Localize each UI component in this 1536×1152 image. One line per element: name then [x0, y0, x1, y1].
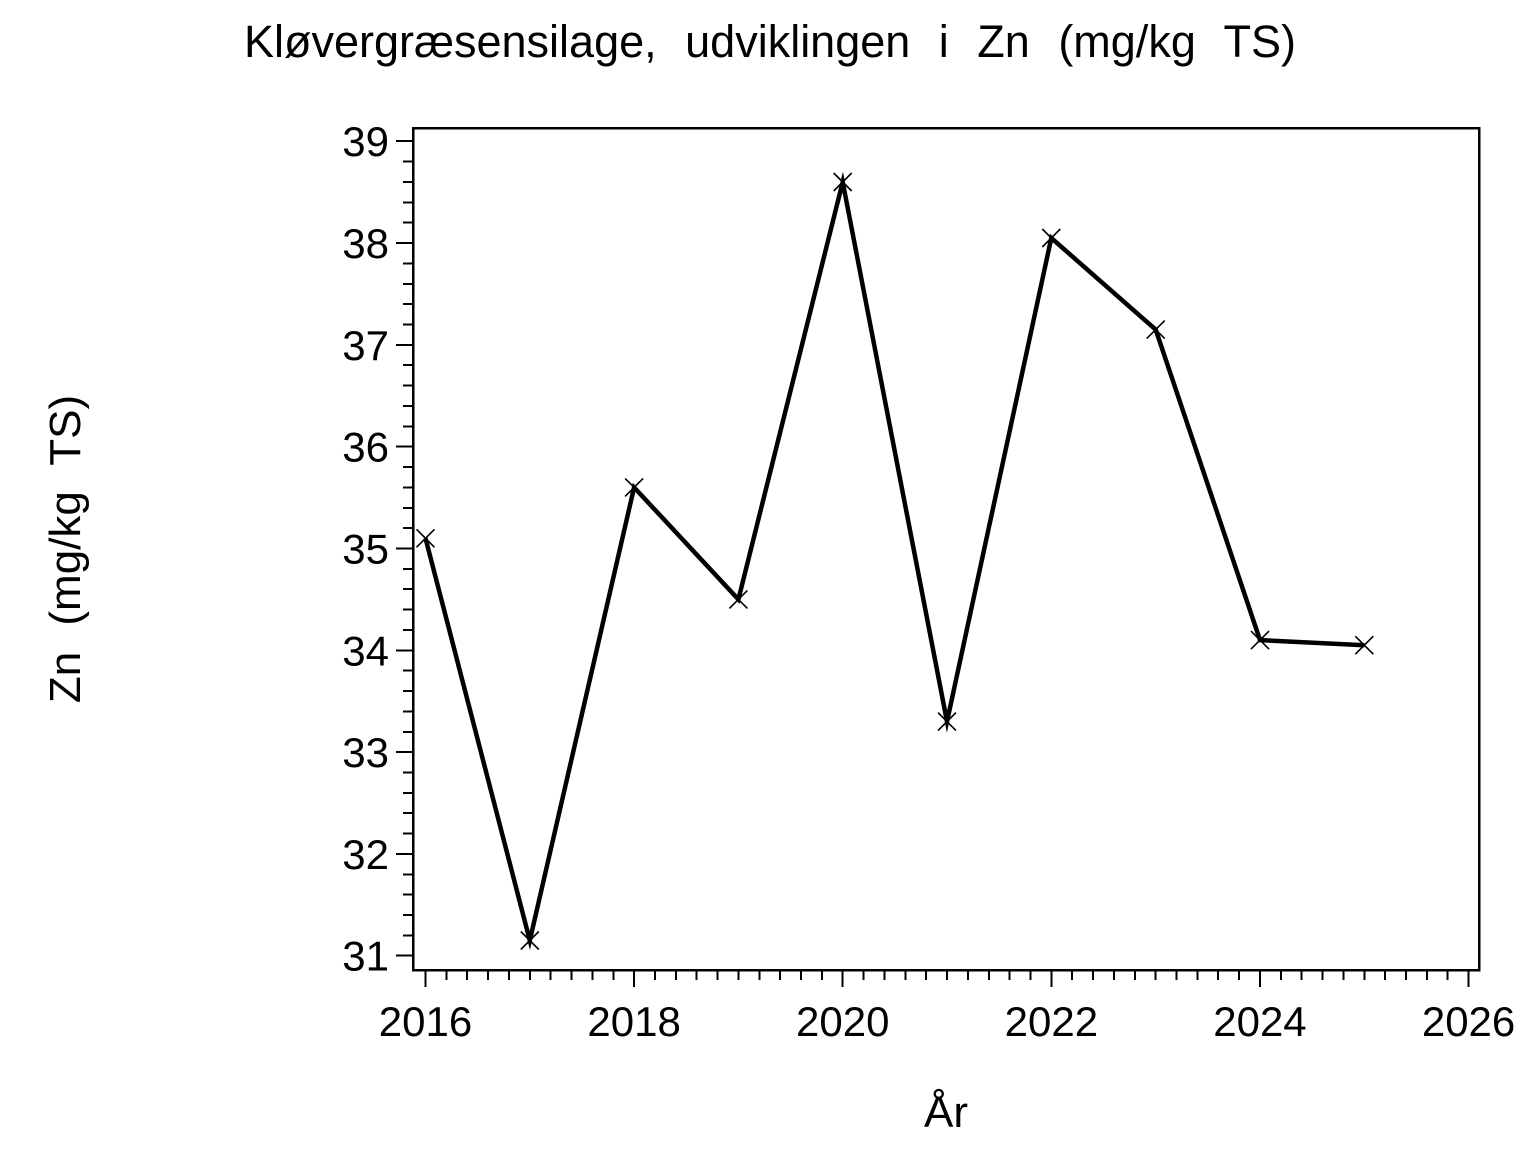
y-tick-label: 33 — [342, 729, 389, 776]
x-tick-label: 2020 — [796, 998, 889, 1045]
y-tick-label: 31 — [342, 933, 389, 980]
data-series — [415, 171, 1374, 951]
y-tick-label: 35 — [342, 525, 389, 572]
y-tick-label: 39 — [342, 118, 389, 165]
x-axis-ticks: 2016 2018 2020 2022 2024 2026 — [379, 970, 1515, 1045]
x-tick-label: 2024 — [1213, 998, 1306, 1045]
y-tick-label: 37 — [342, 322, 389, 369]
x-tick-label: 2016 — [379, 998, 472, 1045]
chart-title: Kløvergræsensilage, udviklingen i Zn (mg… — [244, 16, 1296, 67]
y-axis-title: Zn (mg/kg TS) — [41, 395, 90, 703]
x-axis-title: År — [924, 1088, 968, 1137]
x-tick-label: 2026 — [1422, 998, 1515, 1045]
y-tick-label: 38 — [342, 220, 389, 267]
x-tick-label: 2018 — [587, 998, 680, 1045]
y-tick-label: 34 — [342, 627, 389, 674]
data-line — [423, 171, 1365, 950]
y-tick-label: 36 — [342, 424, 389, 471]
y-tick-label: 32 — [342, 831, 389, 878]
y-axis-ticks: 31 32 33 34 35 36 37 38 39 — [342, 118, 413, 980]
x-tick-label: 2022 — [1005, 998, 1098, 1045]
plot-frame — [411, 126, 1481, 972]
